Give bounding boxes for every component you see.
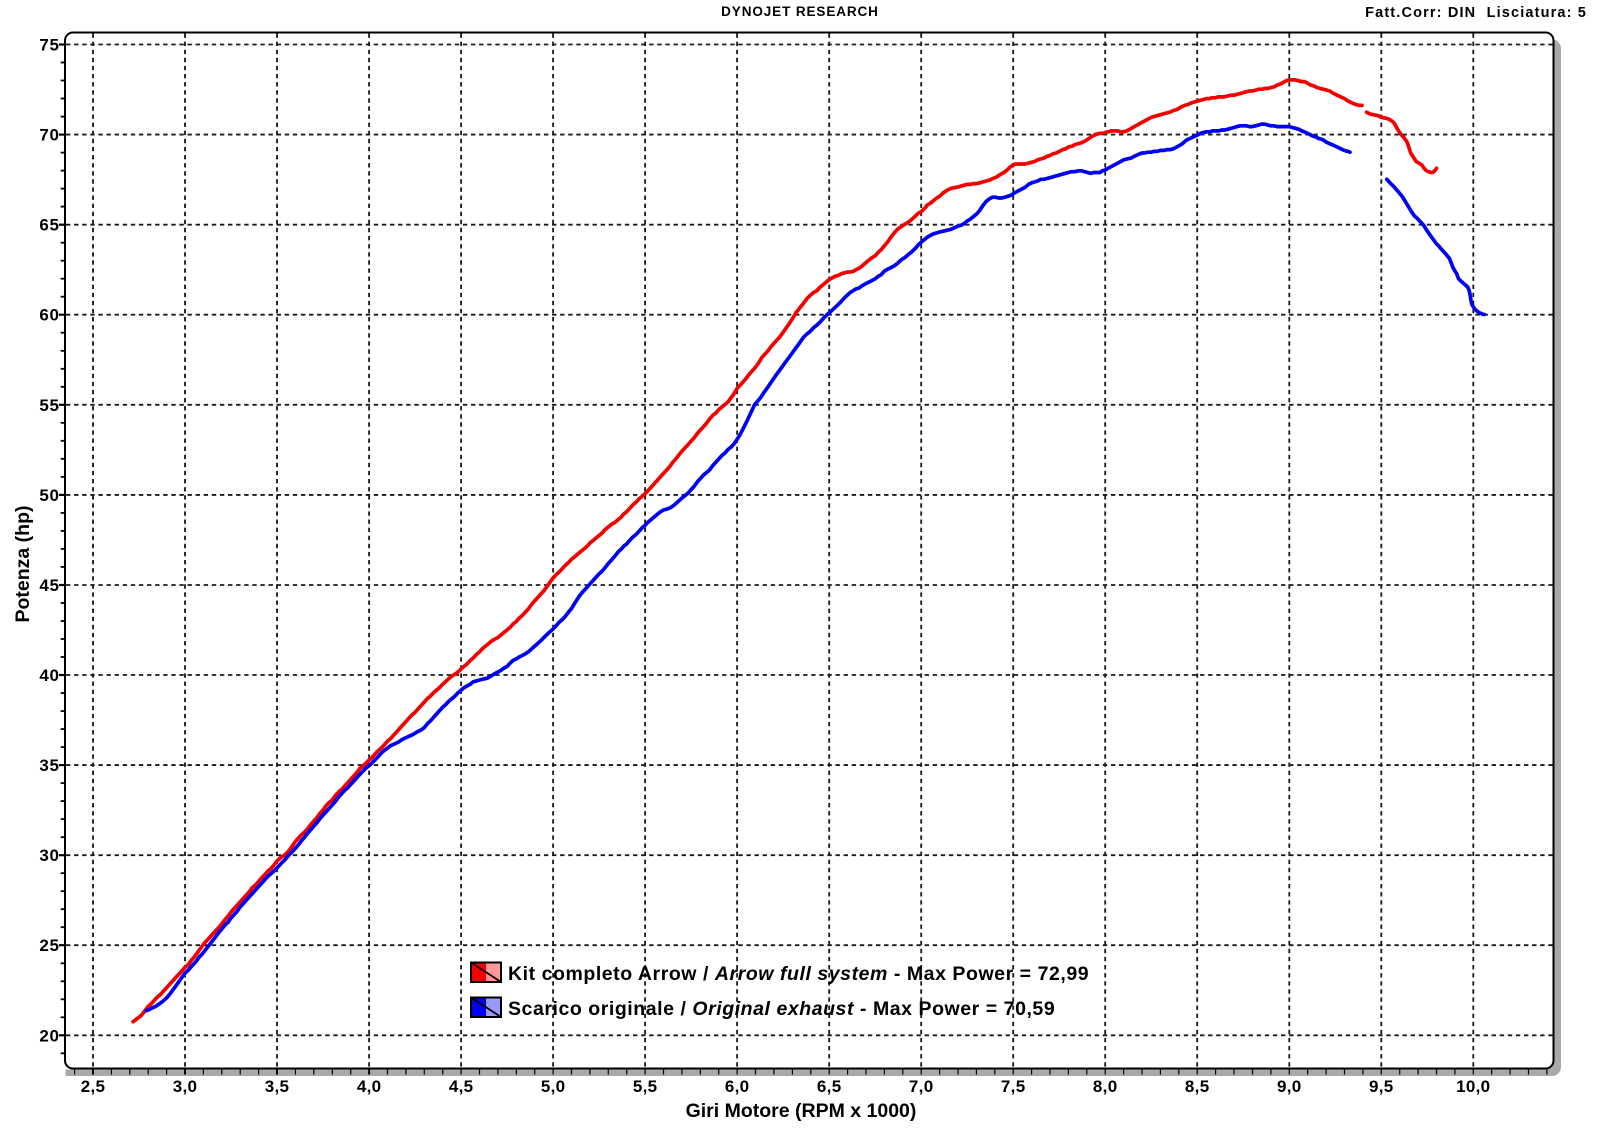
svg-text:Potenza (hp): Potenza (hp) [12, 506, 34, 623]
svg-text:8,5: 8,5 [1185, 1077, 1210, 1096]
svg-text:70: 70 [39, 126, 59, 145]
svg-text:60: 60 [39, 306, 59, 325]
svg-text:9,5: 9,5 [1369, 1077, 1394, 1096]
svg-text:6,5: 6,5 [817, 1077, 842, 1096]
svg-text:45: 45 [39, 576, 59, 595]
svg-text:3,5: 3,5 [265, 1077, 290, 1096]
svg-text:75: 75 [39, 36, 59, 55]
svg-text:4,5: 4,5 [449, 1077, 474, 1096]
svg-text:4,0: 4,0 [357, 1077, 382, 1096]
svg-text:Fatt.Corr: DIN Lisciatura: 5: Fatt.Corr: DIN Lisciatura: 5 [1365, 5, 1587, 21]
svg-text:Kit completo Arrow / Arrow ful: Kit completo Arrow / Arrow full system -… [508, 963, 1089, 985]
svg-text:8,0: 8,0 [1093, 1077, 1118, 1096]
svg-text:5,5: 5,5 [633, 1077, 658, 1096]
svg-text:20: 20 [39, 1026, 59, 1045]
svg-text:50: 50 [39, 486, 59, 505]
svg-text:30: 30 [39, 846, 59, 865]
svg-text:Scarico originale / Original e: Scarico originale / Original exhaust - M… [508, 998, 1055, 1020]
svg-text:10,0: 10,0 [1456, 1077, 1490, 1096]
svg-text:5,0: 5,0 [541, 1077, 566, 1096]
svg-text:40: 40 [39, 666, 59, 685]
svg-text:65: 65 [39, 216, 59, 235]
svg-text:25: 25 [39, 936, 59, 955]
svg-text:9,0: 9,0 [1277, 1077, 1302, 1096]
svg-text:7,0: 7,0 [909, 1077, 934, 1096]
svg-text:6,0: 6,0 [725, 1077, 750, 1096]
svg-text:3,0: 3,0 [173, 1077, 198, 1096]
svg-text:DYNOJET RESEARCH: DYNOJET RESEARCH [721, 4, 879, 19]
svg-text:Giri Motore (RPM x 1000): Giri Motore (RPM x 1000) [686, 1100, 917, 1122]
svg-text:55: 55 [39, 396, 59, 415]
svg-text:7,5: 7,5 [1001, 1077, 1026, 1096]
svg-text:2,5: 2,5 [81, 1077, 106, 1096]
svg-text:35: 35 [39, 756, 59, 775]
